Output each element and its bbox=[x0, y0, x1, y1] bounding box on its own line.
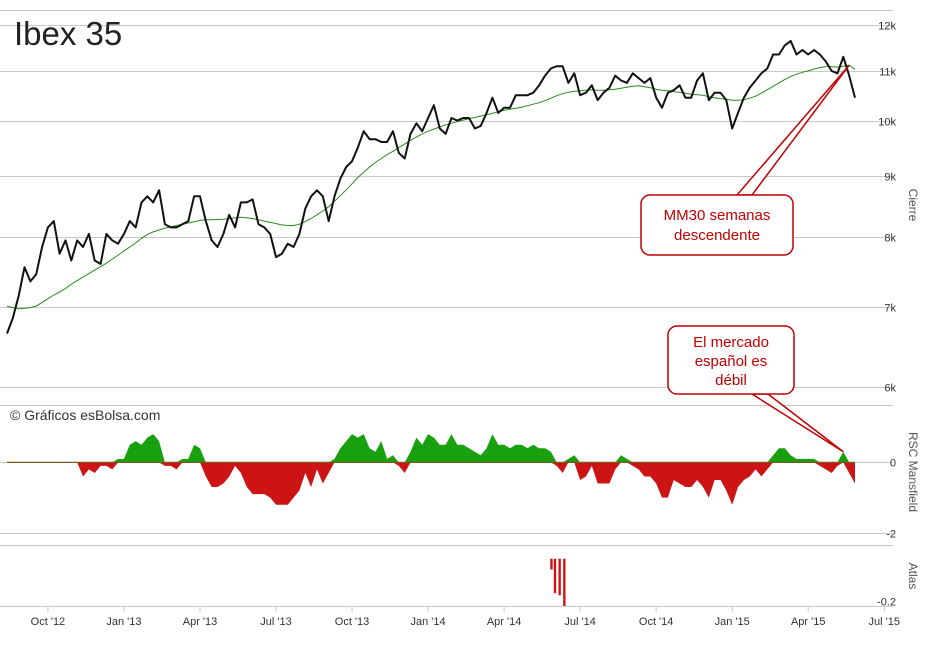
annotation-ma30-pointer bbox=[735, 64, 850, 196]
x-tick-label: Oct '12 bbox=[31, 616, 66, 628]
price-axis-title: Cierre bbox=[906, 189, 920, 222]
axis-labels: 6k 7k 8k 9k 10k 11k 12k 0 -2 -0.2 Cierre RSC Mansfi… bbox=[31, 21, 920, 629]
price-tick-label: 9k bbox=[884, 172, 896, 184]
credit-label: © Gráficos esBolsa.com bbox=[10, 407, 160, 423]
price-tick-label: 10k bbox=[878, 117, 896, 129]
atlas-panel bbox=[550, 558, 566, 606]
atlas-bar bbox=[550, 558, 553, 570]
price-line bbox=[6, 39, 856, 334]
annotation-ma30-line1: MM30 semanas bbox=[664, 207, 771, 224]
rsc-mansfield-panel bbox=[7, 434, 855, 505]
price-tick-label: 7k bbox=[884, 303, 896, 315]
x-tick-label: Jan '13 bbox=[106, 616, 141, 628]
annotation-weak-market-line3: débil bbox=[715, 372, 747, 389]
price-tick-label: 6k bbox=[884, 383, 896, 395]
price-tick-label: 12k bbox=[878, 21, 896, 33]
annotation-ma30-line2: descendente bbox=[674, 227, 760, 244]
annotation-weak-market-box bbox=[667, 325, 795, 395]
ma30-line bbox=[6, 64, 856, 310]
annotation-weak-market-line1: El mercado bbox=[693, 334, 769, 351]
atlas-bar bbox=[558, 558, 561, 596]
rsc-axis-title: RSC Mansfield bbox=[906, 432, 920, 512]
x-tick-label: Jul '14 bbox=[564, 616, 595, 628]
price-tick-label: 11k bbox=[879, 67, 896, 79]
annotation-weak-market-pointer bbox=[749, 393, 844, 453]
price-panel bbox=[6, 39, 856, 334]
chart-title: Ibex 35 bbox=[14, 15, 122, 52]
x-tick-label: Oct '13 bbox=[335, 616, 370, 628]
atlas-axis-title: Atlas bbox=[906, 563, 920, 590]
x-tick-label: Apr '15 bbox=[791, 616, 826, 628]
atlas-bar bbox=[553, 558, 557, 594]
x-tick-label: Jul '13 bbox=[260, 616, 291, 628]
rsc-tick-label: 0 bbox=[890, 458, 896, 470]
price-tick-label: 8k bbox=[884, 233, 896, 245]
x-tick-label: Jan '15 bbox=[715, 616, 750, 628]
atlas-bar bbox=[563, 558, 566, 606]
rsc-tick-label: -2 bbox=[886, 529, 896, 541]
annotation-ma30: MM30 semanas descendente bbox=[640, 64, 850, 256]
annotation-ma30-box bbox=[640, 194, 794, 256]
annotation-weak-market: El mercado español es débil bbox=[667, 325, 844, 453]
x-tick-label: Oct '14 bbox=[639, 616, 674, 628]
x-tick-label: Apr '13 bbox=[183, 616, 218, 628]
rsc-negative-area bbox=[7, 462, 855, 505]
rsc-positive-area bbox=[7, 434, 855, 463]
x-tick-label: Jul '15 bbox=[869, 616, 900, 628]
atlas-tick-label: -0.2 bbox=[877, 597, 896, 609]
x-tick-label: Jan '14 bbox=[411, 616, 446, 628]
x-tick-label: Apr '14 bbox=[487, 616, 522, 628]
grid-lines bbox=[0, 10, 893, 607]
annotation-weak-market-line2: español es bbox=[695, 353, 768, 370]
